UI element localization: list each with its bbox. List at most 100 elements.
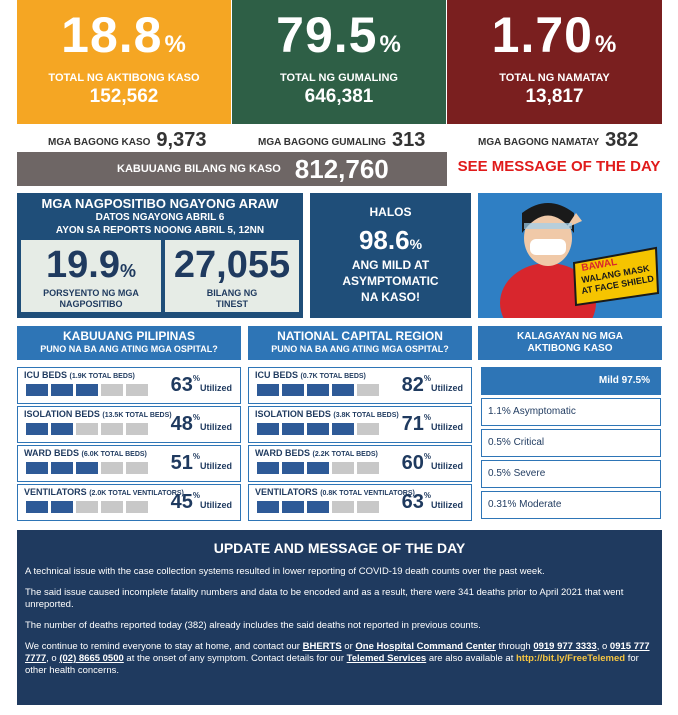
mild-rate: 98.6 xyxy=(358,225,410,255)
deaths-label: TOTAL NG NAMATAY xyxy=(499,72,610,84)
telemed-link[interactable]: Telemed Services xyxy=(346,653,427,664)
philippines-capacity-row: VENTILATORS (2.0K TOTAL VENTILATORS) 45%U… xyxy=(17,484,241,521)
capacity-bar-icons xyxy=(26,462,148,474)
bed-icon xyxy=(26,384,48,396)
message-title: UPDATE AND MESSAGE OF THE DAY xyxy=(213,540,466,556)
bed-icon xyxy=(101,462,123,474)
person-mask-illustration: BAWAL WALANG MASK AT FACE SHIELD xyxy=(478,193,662,318)
capacity-bar-icons xyxy=(26,423,148,435)
new-recovered: MGA BAGONG GUMALING 313 xyxy=(258,129,426,151)
bed-icon xyxy=(101,501,123,513)
bed-icon xyxy=(101,423,123,435)
positivity-rate-card: 19.9% PORSYENTO NG MGA NAGPOSITIBO xyxy=(21,240,161,312)
bherts-link[interactable]: BHERTS xyxy=(302,641,342,652)
bed-icon xyxy=(257,423,279,435)
hotline-3[interactable]: (02) 8665 0500 xyxy=(59,653,124,664)
bed-icon xyxy=(332,384,354,396)
bed-icon xyxy=(357,384,379,396)
total-cases-bar: KABUUANG BILANG NG KASO 812,760 xyxy=(17,152,447,186)
new-deaths: MGA BAGONG NAMATAY 382 xyxy=(478,129,639,151)
capacity-label: ISOLATION BEDS (13.5K TOTAL BEDS) xyxy=(24,409,172,419)
deaths-box: 1.70% TOTAL NG NAMATAY 13,817 xyxy=(447,0,662,124)
new-cases: MGA BAGONG KASO 9,373 xyxy=(48,129,207,151)
utilization-value: 63%Utilized xyxy=(401,491,463,513)
bed-icon xyxy=(76,462,98,474)
active-label: TOTAL NG AKTIBONG KASO xyxy=(48,72,200,84)
tested-count: 27,055 xyxy=(173,244,291,286)
status-moderate: 0.31% Moderate xyxy=(481,491,661,519)
capacity-label: VENTILATORS (2.0K TOTAL VENTILATORS) xyxy=(24,487,184,497)
capacity-bar-icons xyxy=(26,501,148,513)
deaths-rate: 1.70 xyxy=(491,7,593,63)
capacity-label: ICU BEDS (0.7K TOTAL BEDS) xyxy=(255,370,366,380)
bed-icon xyxy=(76,384,98,396)
positivity-rate: 19.9 xyxy=(46,244,120,286)
recovered-label: TOTAL NG GUMALING xyxy=(280,72,398,84)
utilization-value: 63%Utilized xyxy=(170,374,232,396)
recovered-count: 646,381 xyxy=(304,86,374,107)
ncr-capacity-row: ISOLATION BEDS (3.8K TOTAL BEDS) 71%Utili… xyxy=(248,406,472,443)
message-paragraph-1: A technical issue with the case collecti… xyxy=(25,566,545,577)
message-of-the-day: UPDATE AND MESSAGE OF THE DAY A technica… xyxy=(17,530,662,705)
bed-icon xyxy=(101,384,123,396)
tested-card: 27,055 BILANG NG TINEST xyxy=(165,240,299,312)
bed-icon xyxy=(307,384,329,396)
telemed-url-link[interactable]: http://bit.ly/FreeTelemed xyxy=(516,653,626,664)
active-cases-box: 18.8% TOTAL NG AKTIBONG KASO 152,562 xyxy=(17,0,231,124)
bed-icon xyxy=(282,423,304,435)
mask-poster-image: BAWAL WALANG MASK AT FACE SHIELD xyxy=(478,193,662,318)
bed-icon xyxy=(126,384,148,396)
bed-icon xyxy=(126,462,148,474)
bed-icon xyxy=(357,501,379,513)
bed-icon xyxy=(51,462,73,474)
utilization-value: 45%Utilized xyxy=(170,491,232,513)
capacity-label: ICU BEDS (1.9K TOTAL BEDS) xyxy=(24,370,135,380)
deaths-count: 13,817 xyxy=(525,86,584,107)
ncr-capacity-row: ICU BEDS (0.7K TOTAL BEDS) 82%Utilized xyxy=(248,367,472,404)
capacity-bar-icons xyxy=(257,501,379,513)
capacity-bar-icons xyxy=(257,384,379,396)
capacity-bar-icons xyxy=(257,423,379,435)
active-rate: 18.8 xyxy=(61,7,163,63)
bed-icon xyxy=(307,462,329,474)
bed-icon xyxy=(257,384,279,396)
bed-icon xyxy=(26,423,48,435)
utilization-value: 60%Utilized xyxy=(401,452,463,474)
philippines-header: KABUUANG PILIPINAS PUNO NA BA ANG ATING … xyxy=(17,326,241,360)
utilization-value: 82%Utilized xyxy=(401,374,463,396)
positivity-title: MGA NAGPOSITIBO NGAYONG ARAW xyxy=(41,196,279,211)
philippines-capacity-row: ISOLATION BEDS (13.5K TOTAL BEDS) 48%Util… xyxy=(17,406,241,443)
capacity-label: VENTILATORS (0.8K TOTAL VENTILATORS) xyxy=(255,487,415,497)
bed-icon xyxy=(332,423,354,435)
positivity-date: DATOS NGAYONG ABRIL 6 xyxy=(95,212,225,223)
hotline-2[interactable]: 0915 777 7777 xyxy=(25,641,650,664)
see-message-link[interactable]: SEE MESSAGE OF THE DAY xyxy=(457,158,661,175)
message-paragraph-3: The number of deaths reported today (382… xyxy=(25,620,481,631)
ncr-capacity-row: WARD BEDS (2.2K TOTAL BEDS) 60%Utilized xyxy=(248,445,472,482)
active-cases-status-header: KALAGAYAN NG MGA AKTIBONG KASO xyxy=(478,326,662,360)
message-paragraph-2: The said issue caused incomplete fatalit… xyxy=(25,587,624,610)
mild-asymptomatic-panel: HALOS 98.6% ANG MILD AT ASYMPTOMATIC NA … xyxy=(310,193,471,318)
bed-icon xyxy=(76,423,98,435)
bed-icon xyxy=(282,501,304,513)
bed-icon xyxy=(357,462,379,474)
total-cases-value: 812,760 xyxy=(294,153,389,184)
ncr-header: NATIONAL CAPITAL REGION PUNO NA BA ANG A… xyxy=(248,326,472,360)
bed-icon xyxy=(307,423,329,435)
bed-icon xyxy=(126,423,148,435)
bed-icon xyxy=(332,462,354,474)
bed-icon xyxy=(257,501,279,513)
bed-icon xyxy=(282,384,304,396)
bed-icon xyxy=(51,501,73,513)
utilization-value: 71%Utilized xyxy=(401,413,463,435)
capacity-label: WARD BEDS (6.0K TOTAL BEDS) xyxy=(24,448,147,458)
bed-icon xyxy=(126,501,148,513)
hotline-1[interactable]: 0919 977 3333 xyxy=(533,641,597,652)
ohcc-link[interactable]: One Hospital Command Center xyxy=(355,641,496,652)
status-severe: 0.5% Severe xyxy=(481,460,661,488)
capacity-bar-icons xyxy=(257,462,379,474)
utilization-value: 48%Utilized xyxy=(170,413,232,435)
bed-icon xyxy=(76,501,98,513)
bed-icon xyxy=(332,501,354,513)
bed-icon xyxy=(282,462,304,474)
